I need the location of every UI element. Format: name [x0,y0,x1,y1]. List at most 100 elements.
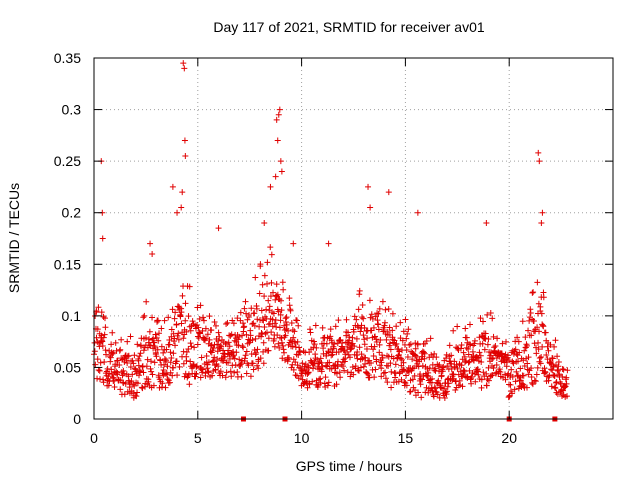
data-point [215,225,222,232]
data-point [499,340,506,347]
data-point [246,311,253,318]
data-point [479,340,486,347]
data-point [182,152,189,159]
data-point [275,111,282,118]
data-point [437,384,444,391]
data-point [494,335,501,342]
data-point [111,383,118,390]
data-point [318,368,325,375]
data-point [114,357,121,364]
data-point [237,361,244,368]
data-point [215,337,222,344]
data-point [489,372,496,379]
data-point [527,310,534,317]
data-point [230,320,237,327]
data-point [145,378,152,385]
data-point [105,382,112,389]
data-point [228,331,235,338]
data-point [329,351,336,358]
data-point [156,384,163,391]
data-point [316,376,323,383]
data-point [488,355,495,362]
data-point [536,158,543,165]
data-point [322,384,329,391]
data-point [252,351,259,358]
data-point [272,173,279,180]
data-point [559,366,566,373]
data-point [271,320,278,327]
data-point [402,316,409,323]
data-point [371,343,378,350]
data-point [92,361,99,368]
data-point [436,394,443,401]
data-point [318,359,325,366]
data-point [545,347,552,354]
data-point [148,358,155,365]
data-point [277,317,284,324]
data-point [366,297,373,304]
data-point [241,355,248,362]
data-point [533,350,540,357]
data-point [125,352,132,359]
data-point [153,353,160,360]
data-point [409,376,416,383]
data-point [382,375,389,382]
data-point [163,346,170,353]
data-point [143,334,150,341]
data-point [427,335,434,342]
data-point [513,368,520,375]
data-point [214,341,221,348]
data-point [101,331,108,338]
data-point [155,337,162,344]
data-point [534,324,541,331]
data-point [417,375,424,382]
data-point [290,334,297,341]
data-point [448,365,455,372]
data-point [463,344,470,351]
data-point [243,348,250,355]
data-point [382,369,389,376]
data-point [539,322,546,329]
data-point [425,369,432,376]
data-point [407,341,414,348]
data-point [414,209,421,216]
data-point [441,385,448,392]
data-point [238,373,245,380]
data-point [443,388,450,395]
data-point [143,363,150,370]
data-point [377,336,384,343]
data-point [252,335,259,342]
data-point [407,388,414,395]
data-point [243,370,250,377]
data-point [325,240,332,247]
data-point [552,385,559,392]
data-point [200,317,207,324]
data-point [539,209,546,216]
data-point [525,371,532,378]
data-point [173,358,180,365]
data-point [163,371,170,378]
data-point [405,368,412,375]
data-point [378,359,385,366]
data-point [212,366,219,373]
data-point [264,280,271,287]
data-point [117,346,124,353]
data-point [101,315,108,322]
data-point [429,375,436,382]
data-point [170,338,177,345]
data-point [173,321,180,328]
data-point [149,250,156,257]
data-point [279,342,286,349]
data-point [535,339,542,346]
x-tick-label: 10 [294,430,310,446]
data-point [197,302,204,309]
data-point [463,334,470,341]
data-point [270,289,277,296]
data-point [364,335,371,342]
data-point [271,343,278,350]
data-point [360,315,367,322]
data-point [295,322,302,329]
data-point [273,116,280,123]
data-point [175,336,182,343]
